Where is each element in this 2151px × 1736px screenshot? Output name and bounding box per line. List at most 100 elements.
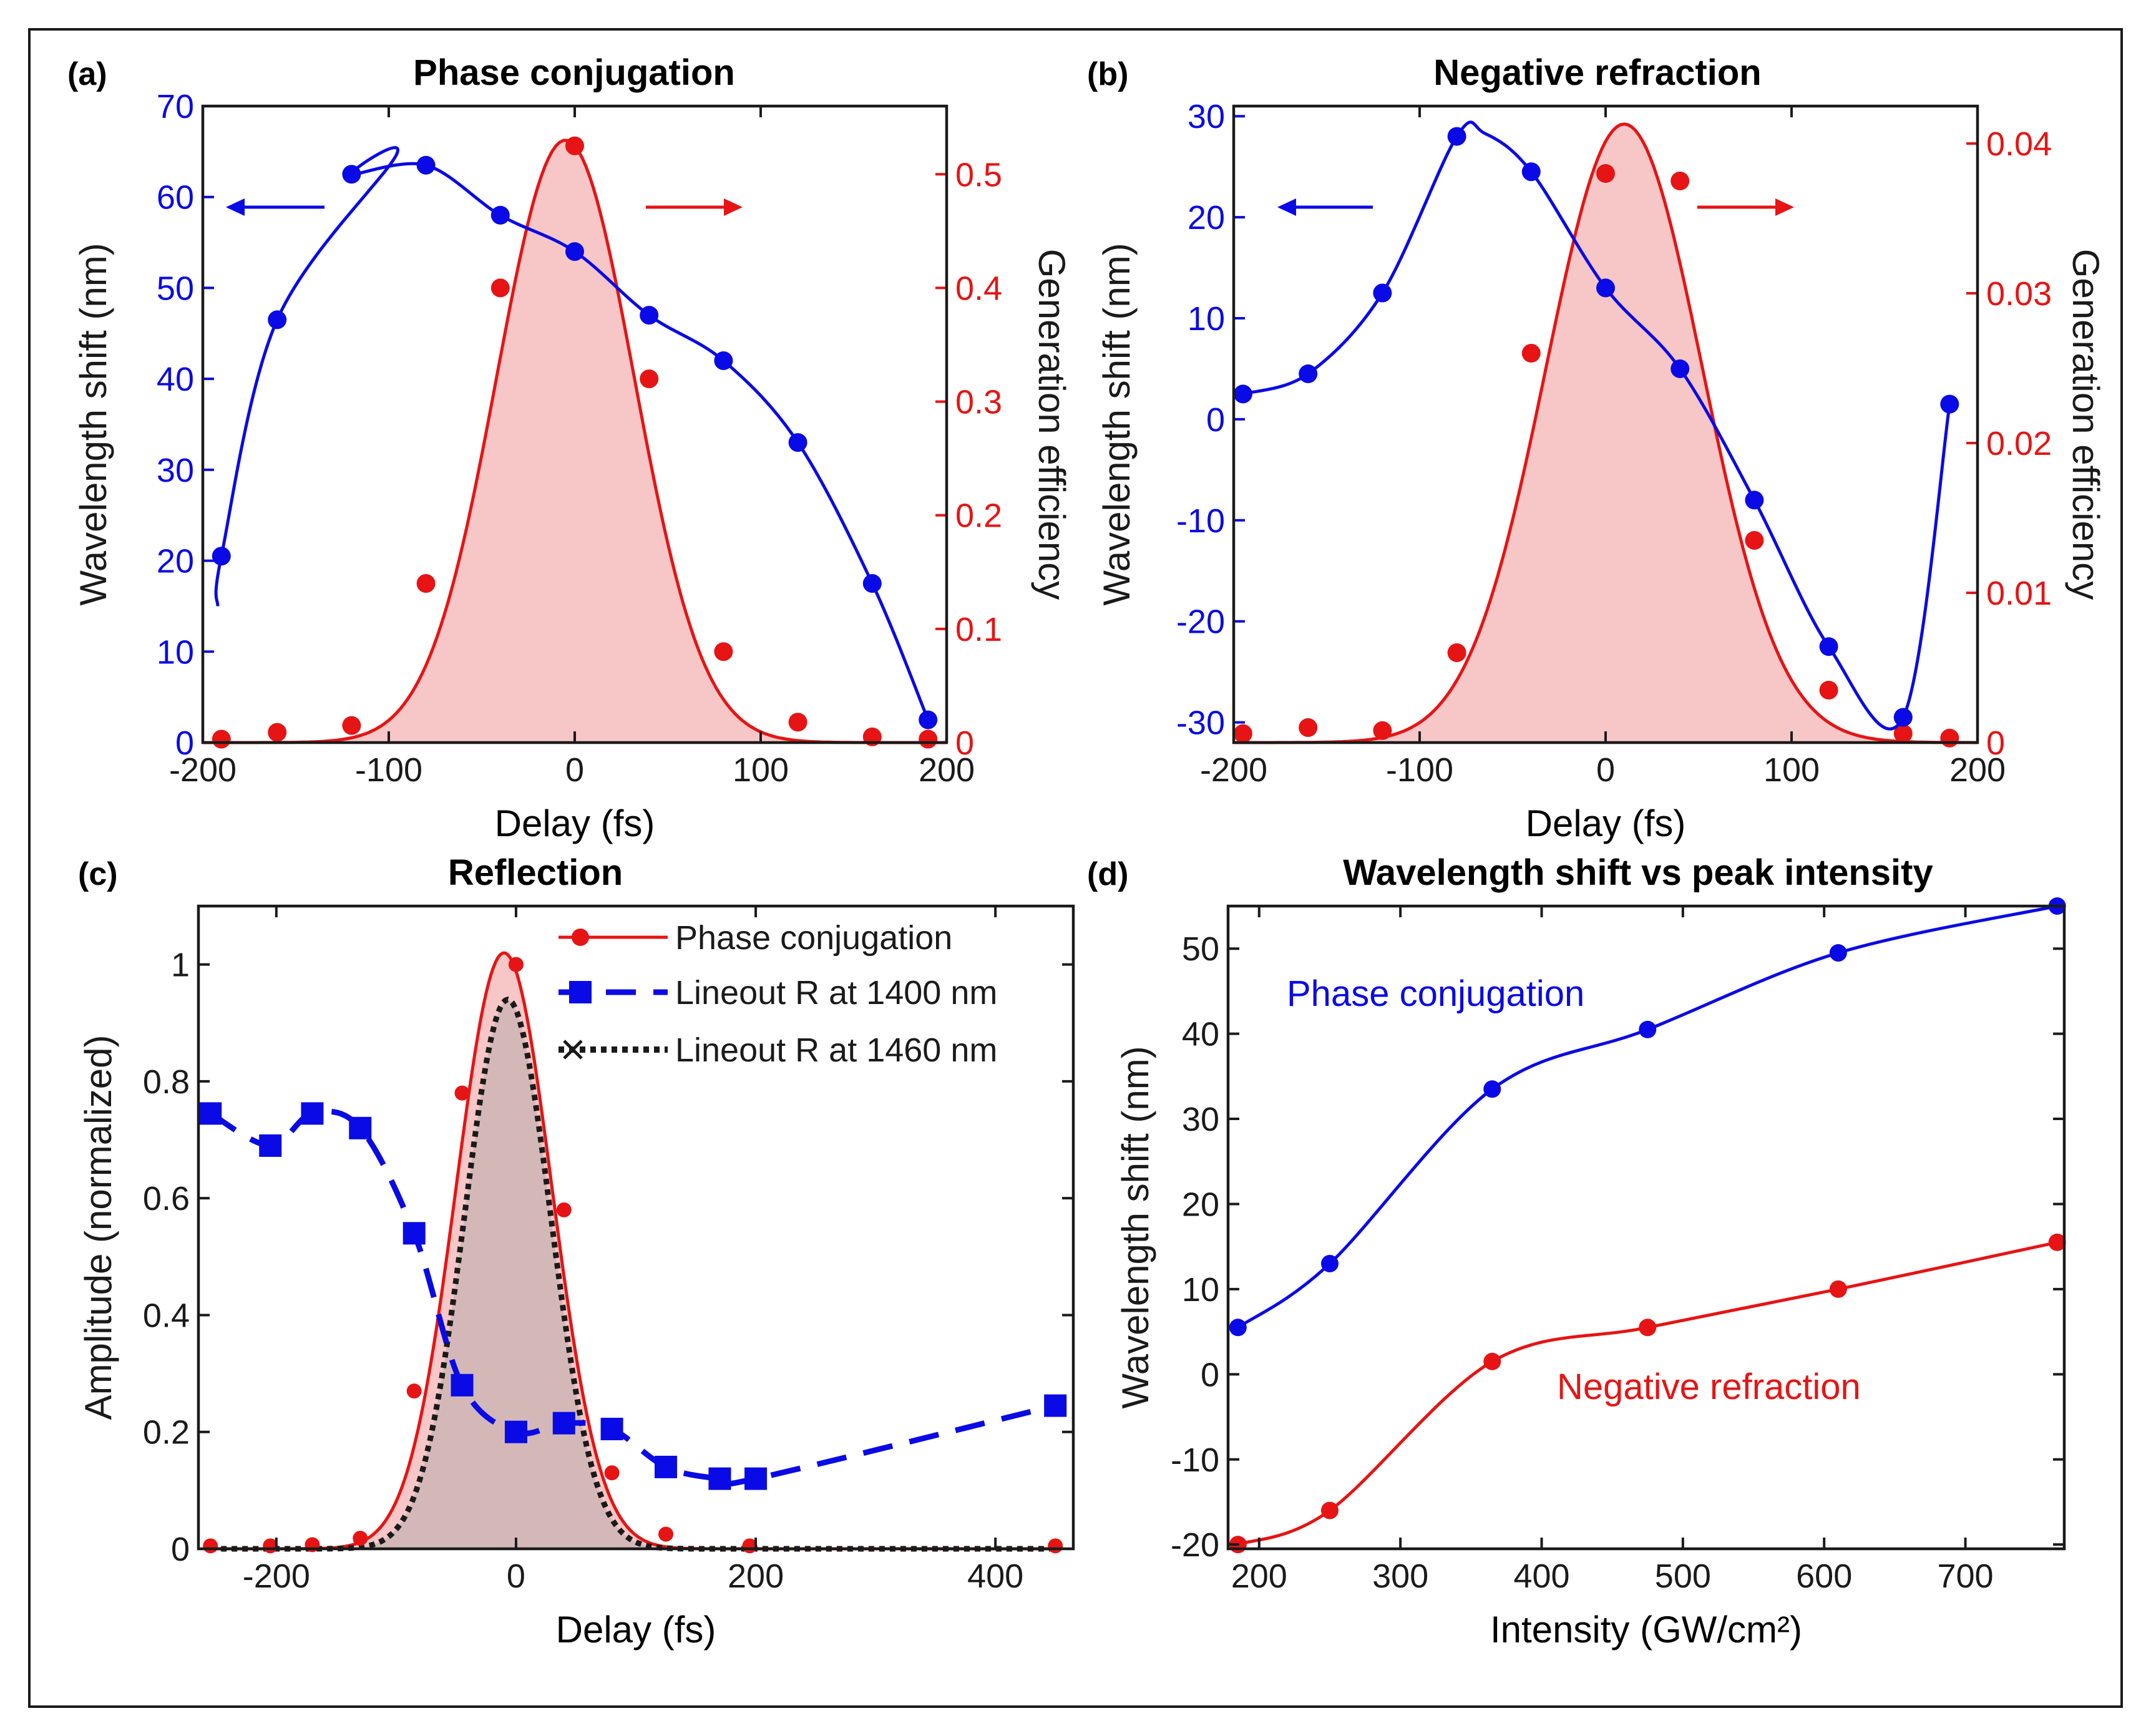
panel-a-ylabel-right: Generation efficiency: [1031, 249, 1073, 600]
panel-b-xtick-label: 0: [1596, 751, 1615, 789]
panel-d-plot: 200 300 400 500 600 700 -20 -10 0 10 20 30 40 50: [1171, 897, 2066, 1595]
panel-c-phase-conjugation-point: [353, 1531, 368, 1546]
panel-a: (a) Phase conjugation -200 -100 0 100 200010…: [67, 52, 1073, 844]
panel-a-wavelength-point: [862, 574, 882, 593]
panel-d-negative-refraction-point: [1639, 1319, 1657, 1337]
panel-c-title: Reflection: [448, 852, 623, 893]
panel-d-phase-conjugation-point: [1483, 1080, 1501, 1098]
panel-b: (b) Negative refraction -200 -100 0 100 200-…: [1087, 52, 2107, 844]
panel-a-title: Phase conjugation: [413, 52, 735, 93]
panel-d-ytick-label-left: -20: [1171, 1526, 1219, 1564]
panel-d-annotation-negative-refraction: Negative refraction: [1557, 1367, 1861, 1407]
panel-b-ylabel-right: Generation efficiency: [2065, 249, 2107, 600]
panel-d-annotation-phase-conjugation: Phase conjugation: [1287, 973, 1584, 1014]
panel-b-wavelength-point: [1819, 637, 1838, 656]
panel-d-phase-conjugation-point: [1320, 1254, 1339, 1272]
panel-c-label: (c): [78, 856, 118, 892]
panel-b-ytick-label-right: 0.01: [1986, 575, 2052, 612]
legend-marker-phase-conjugation: [572, 929, 589, 946]
panel-d-negative-refraction-point: [2048, 1233, 2066, 1251]
panel-c-lineout-1460-area: [210, 999, 1056, 1549]
panel-a-wavelength-point: [788, 433, 807, 452]
panel-a-efficiency-point: [490, 278, 510, 298]
panel-a-efficiency-point: [212, 729, 231, 749]
panel-b-ytick-label-left: -20: [1176, 603, 1225, 641]
legend-marker-lineout-1460: [563, 1040, 583, 1060]
panel-a-right-arrowhead: [724, 198, 743, 216]
panel-c-phase-conjugation-point: [604, 1465, 620, 1481]
panel-a-wavelength-point: [416, 155, 436, 175]
panel-a-ytick-label-left: 10: [157, 633, 194, 671]
panel-a-ytick-label-right: 0.2: [955, 497, 1002, 535]
panel-c-lineout-1400-point: [552, 1412, 575, 1435]
panel-b-wavelength-point: [1521, 162, 1541, 182]
panel-a-ytick-label-left: 50: [157, 270, 194, 307]
panel-c-lineout-1400-point: [655, 1455, 678, 1478]
panel-c-phase-conjugation-point: [556, 1202, 572, 1217]
panel-d-label: (d): [1087, 856, 1128, 892]
panel-b-xtick-label: 200: [1949, 751, 2006, 789]
panel-a-efficiency-point: [714, 642, 733, 661]
panel-b-left-arrowhead: [1277, 198, 1296, 216]
panel-a-left-arrowhead: [226, 198, 245, 216]
panel-b-wavelength-point: [1745, 490, 1764, 510]
panel-c-xlabel: Delay (fs): [556, 1609, 716, 1651]
panel-b-efficiency-point: [1819, 681, 1838, 700]
panel-d-xlabel: Intensity (GW/cm²): [1490, 1609, 1802, 1651]
panel-d-ytick-label-left: 0: [1201, 1356, 1219, 1393]
panel-d-ytick-label-left: -10: [1171, 1441, 1219, 1479]
panel-b-wavelength-fit-line: [1242, 120, 1951, 731]
panel-d-phase-conjugation-point: [1229, 1319, 1247, 1337]
panel-c-lineout-1400-point: [259, 1134, 282, 1157]
legend-label-phase-conjugation: Phase conjugation: [675, 919, 952, 957]
panel-b-ytick-label-left: 10: [1188, 300, 1225, 338]
panel-d-xtick-label: 400: [1513, 1558, 1569, 1595]
panel-a-label: (a): [67, 56, 107, 92]
panel-a-ytick-label-left: 0: [175, 724, 194, 762]
panel-c-plot: -200 0 200 400 0 0.2 0.4 0.6 0.8 1: [143, 906, 1073, 1595]
panel-a-ylabel-left: Wavelength shift (nm): [72, 243, 114, 605]
panel-c: (c) Reflection -200 0 200 400 0 0.2 0.4 0.6 0.8 1…: [77, 852, 1075, 1651]
panel-a-wavelength-point: [565, 242, 584, 261]
panel-d-ytick-label-left: 40: [1182, 1016, 1219, 1053]
panel-a-xtick-label: 0: [565, 751, 584, 789]
panel-a-ytick-label-left: 40: [157, 361, 194, 398]
panel-c-lineout-1400-point: [744, 1467, 768, 1490]
panel-d-xtick-label: 500: [1655, 1558, 1711, 1595]
panel-c-phase-conjugation-point: [203, 1538, 218, 1554]
panel-c-lineout-1460-line: [210, 997, 1055, 1552]
panel-a-ytick-label-left: 30: [157, 452, 194, 489]
panel-b-efficiency-point: [1940, 728, 1959, 748]
legend-label-lineout-1400: Lineout R at 1400 nm: [675, 974, 997, 1012]
panel-a-efficiency-point: [342, 716, 361, 735]
panel-c-phase-conjugation-point: [658, 1526, 674, 1542]
panel-a-wavelength-point: [342, 165, 361, 184]
panel-a-ytick-label-right: 0.1: [955, 611, 1002, 648]
panel-b-ytick-label-right: 0.04: [1986, 125, 2052, 163]
panel-a-wavelength-fit-line: [214, 146, 930, 721]
panel-b-ytick-label-right: 0.02: [1986, 425, 2052, 462]
panel-c-lineout-1400-point: [301, 1102, 324, 1125]
panel-a-plot: -200 -100 0 100 20001020304050607000.10.20.3…: [157, 88, 1002, 789]
panel-b-wavelength-point: [1373, 283, 1392, 303]
panel-b-xlabel: Delay (fs): [1526, 802, 1686, 844]
legend-marker-lineout-1400: [569, 981, 592, 1003]
panel-a-xlabel: Delay (fs): [495, 802, 655, 844]
panel-a-wavelength-point: [640, 306, 659, 325]
panel-c-ytick-label-left: 0.6: [143, 1180, 190, 1217]
panel-b-plot: -200 -100 0 100 200-30-20-10010203000.010.02…: [1176, 98, 2052, 789]
panel-a-efficiency-area: [203, 140, 947, 743]
panel-d-negative-refraction-point: [1320, 1501, 1339, 1519]
panel-d-ytick-label-left: 20: [1182, 1186, 1219, 1223]
panel-d-phase-conjugation-line: [1237, 904, 2058, 1329]
panel-d-title: Wavelength shift vs peak intensity: [1343, 852, 1933, 893]
panel-b-efficiency-point: [1671, 172, 1690, 190]
panel-c-lineout-1400-point: [349, 1116, 372, 1139]
panel-c-ylabel: Amplitude (normalized): [77, 1035, 119, 1420]
panel-b-efficiency-point: [1233, 724, 1252, 743]
panel-c-lineout-1400-point: [1044, 1394, 1067, 1417]
panel-b-ytick-label-left: 20: [1188, 199, 1225, 237]
panel-b-ytick-label-left: -30: [1176, 705, 1225, 742]
panel-c-phase-conjugation-point: [406, 1383, 422, 1399]
panel-d-negative-refraction-point: [1829, 1280, 1847, 1298]
